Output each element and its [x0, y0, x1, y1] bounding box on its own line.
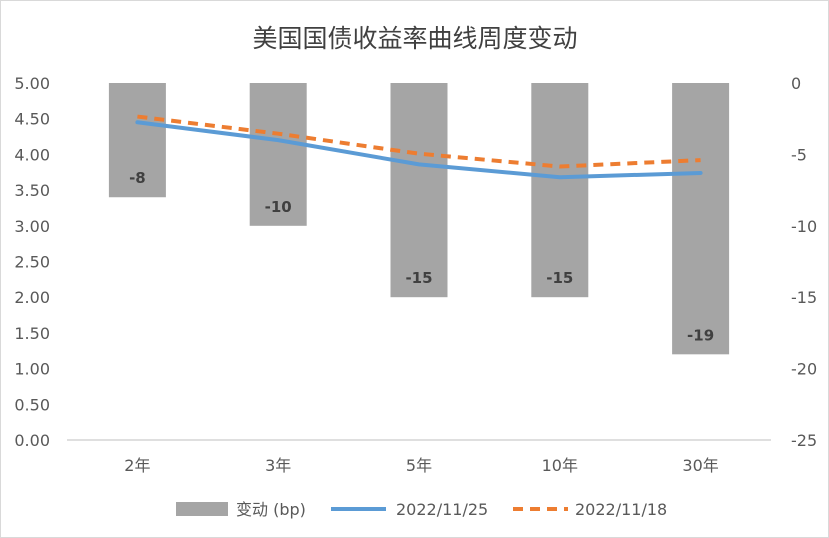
- left-tick-6: 3.00: [14, 217, 50, 236]
- bar-label-2: -15: [405, 269, 432, 287]
- chart-legend: 变动 (bp) 2022/11/25 2022/11/18: [176, 500, 667, 519]
- right-tick-1: -20: [791, 360, 817, 379]
- x-tick-2: 5年: [406, 456, 432, 475]
- right-tick-2: -15: [791, 288, 817, 307]
- left-tick-3: 1.50: [14, 324, 50, 343]
- bar-series: [108, 83, 730, 355]
- left-tick-4: 2.00: [14, 288, 50, 307]
- chart-title: 美国国债收益率曲线周度变动: [252, 24, 577, 53]
- bar-4: [672, 83, 730, 355]
- left-tick-8: 4.00: [14, 145, 50, 164]
- left-tick-5: 2.50: [14, 253, 50, 272]
- right-y-axis-ticks: -25 -20 -15 -10 -5 0: [791, 74, 817, 450]
- legend-label-0: 变动 (bp): [236, 500, 306, 519]
- right-tick-5: 0: [791, 74, 801, 93]
- left-tick-2: 1.00: [14, 360, 50, 379]
- bar-data-labels: -8 -10 -15 -15 -19: [129, 169, 714, 344]
- line-series-0: [135, 120, 703, 180]
- x-tick-3: 10年: [542, 456, 578, 475]
- x-axis-ticks: 2年 3年 5年 10年 30年: [124, 456, 718, 475]
- legend-swatch-0: [176, 502, 228, 516]
- bar-0: [108, 83, 166, 198]
- right-tick-0: -25: [791, 431, 817, 450]
- x-tick-1: 3年: [265, 456, 291, 475]
- bar-2: [390, 83, 448, 298]
- left-tick-10: 5.00: [14, 74, 50, 93]
- line-series-1: [137, 114, 701, 169]
- left-tick-0: 0.00: [14, 431, 50, 450]
- bar-3: [531, 83, 589, 298]
- line-series-group: [135, 114, 703, 180]
- right-tick-4: -5: [791, 145, 807, 164]
- bar-label-4: -19: [687, 326, 714, 344]
- left-tick-7: 3.50: [14, 181, 50, 200]
- x-tick-0: 2年: [124, 456, 150, 475]
- bar-label-1: -10: [265, 198, 292, 216]
- bar-1: [249, 83, 307, 226]
- left-y-axis-ticks: 0.00 0.50 1.00 1.50 2.00 2.50 3.00 3.50 4.00 4.50…: [14, 74, 50, 450]
- bar-label-3: -15: [546, 269, 573, 287]
- legend-label-1: 2022/11/25: [396, 500, 488, 519]
- left-tick-9: 4.50: [14, 110, 50, 129]
- left-tick-1: 0.50: [14, 395, 50, 414]
- bar-label-0: -8: [129, 169, 146, 187]
- right-tick-3: -10: [791, 217, 817, 236]
- x-tick-4: 30年: [682, 456, 718, 475]
- legend-label-2: 2022/11/18: [575, 500, 667, 519]
